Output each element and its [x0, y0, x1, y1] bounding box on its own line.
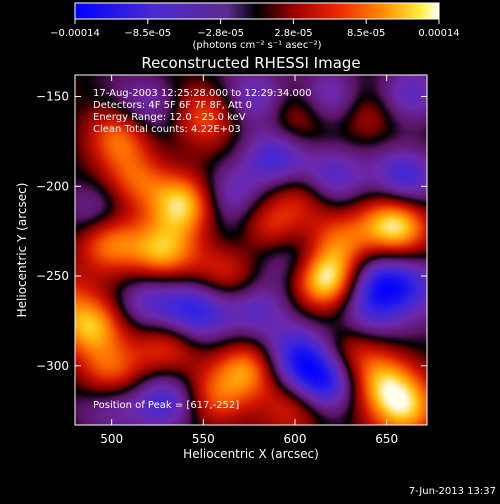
colorbar-gradient	[74, 2, 440, 20]
y-tick-label: −200	[36, 179, 69, 193]
x-tick-label: 650	[375, 432, 398, 446]
annotation-block: 17-Aug-2003 12:25:28.000 to 12:29:34.000…	[93, 88, 312, 411]
x-axis-label: Heliocentric X (arcsec)	[183, 447, 319, 461]
x-tick-label: 500	[100, 432, 123, 446]
colorbar-tick-label: 0.00014	[418, 28, 459, 39]
annotation-time: 17-Aug-2003 12:25:28.000 to 12:29:34.000	[93, 88, 312, 99]
y-tick-label: −150	[36, 90, 69, 104]
y-tick-label: −300	[36, 359, 69, 373]
colorbar-ticks: −0.00014 −8.5e-05 −2.8e-05 2.8e-05 8.5e-05 0.…	[50, 19, 460, 39]
x-tick-label: 600	[284, 432, 307, 446]
heatmap-image	[75, 75, 427, 425]
annotation-peak: Position of Peak = [617,-252]	[93, 400, 239, 411]
y-axis-ticks: −150 −200 −250 −300	[36, 90, 427, 373]
y-tick-label: −250	[36, 269, 69, 283]
x-axis-ticks: 500 550 600 650	[100, 75, 398, 446]
colorbar-units: (photons cm⁻² s⁻¹ asec⁻²)	[192, 40, 321, 51]
colorbar: −0.00014 −8.5e-05 −2.8e-05 2.8e-05 8.5e-05 0.…	[50, 2, 460, 51]
colorbar-tick-label: −2.8e-05	[197, 28, 244, 39]
plot-frame	[74, 74, 428, 426]
annotation-energy: Energy Range: 12.0 - 25.0 keV	[93, 112, 246, 123]
heatmap-area	[75, 75, 427, 425]
colorbar-tick-label: −0.00014	[50, 28, 100, 39]
annotation-detectors: Detectors: 4F 5F 6F 7F 8F, Att 0	[93, 100, 252, 111]
colorbar-tick-label: −8.5e-05	[124, 28, 171, 39]
y-axis-label: Heliocentric Y (arcsec)	[15, 183, 29, 318]
x-tick-label: 550	[192, 432, 215, 446]
timestamp: 7-Jun-2013 13:37	[409, 486, 496, 497]
colorbar-tick-label: 2.8e-05	[274, 28, 312, 39]
annotation-clean: Clean Total counts: 4.22E+03	[93, 124, 241, 135]
chart-title: Reconstructed RHESSI Image	[141, 54, 360, 72]
colorbar-tick-label: 8.5e-05	[347, 28, 385, 39]
